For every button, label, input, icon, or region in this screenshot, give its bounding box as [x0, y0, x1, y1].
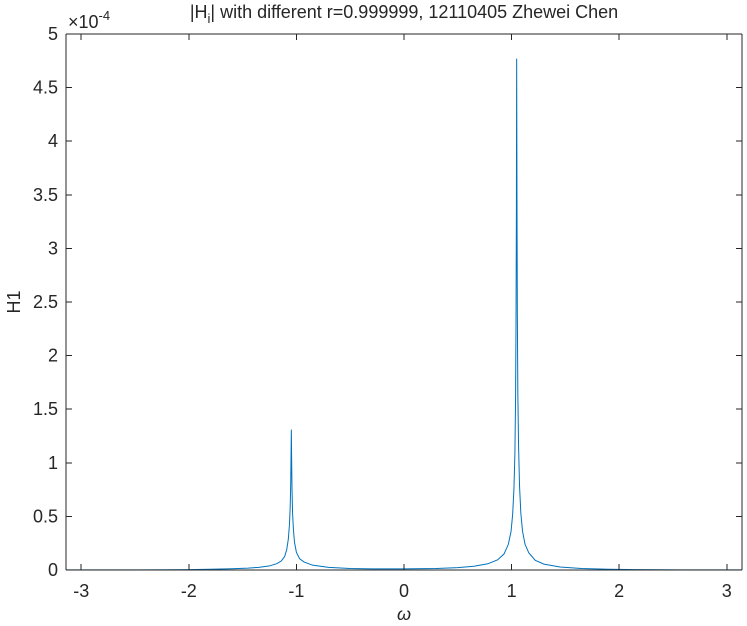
- y-tick-label: 1: [48, 453, 58, 473]
- y-tick-label: 4: [48, 131, 58, 151]
- x-axis-title: ω: [397, 604, 411, 624]
- x-tick-label: 0: [399, 581, 409, 601]
- x-tick-label: 1: [507, 581, 517, 601]
- x-tick-label: -3: [73, 581, 89, 601]
- chart-title: |Hi| with different r=0.999999, 12110405…: [190, 2, 618, 26]
- y-tick-label: 2: [48, 346, 58, 366]
- y-exponent-power: -4: [99, 8, 111, 23]
- plot-area: [66, 34, 742, 570]
- y-ticks: 0 0.5 1 1.5 2 2.5 3 3.5 4 4.5 5: [33, 24, 742, 580]
- y-tick-label: 4.5: [33, 78, 58, 98]
- y-tick-label: 3.5: [33, 185, 58, 205]
- x-tick-label: 3: [722, 581, 732, 601]
- y-axis-title: H1: [4, 290, 24, 313]
- y-tick-label: 5: [48, 24, 58, 44]
- y-tick-label: 0.5: [33, 506, 58, 526]
- y-tick-label: 3: [48, 238, 58, 258]
- y-tick-label: 2.5: [33, 292, 58, 312]
- chart-title-prefix: |H: [190, 2, 208, 22]
- y-tick-label: 0: [48, 560, 58, 580]
- chart-title-suffix: | with different r=0.999999, 12110405 Zh…: [210, 2, 618, 22]
- y-exponent-label: ×10-4: [68, 8, 110, 32]
- x-tick-label: -2: [181, 581, 197, 601]
- x-tick-label: -1: [288, 581, 304, 601]
- x-ticks: -3 -2 -1 0 1 2 3: [73, 34, 732, 601]
- chart-title-subscript: i: [208, 11, 211, 26]
- y-tick-label: 1.5: [33, 399, 58, 419]
- y-exponent-base: ×10: [68, 12, 99, 32]
- x-tick-label: 2: [614, 581, 624, 601]
